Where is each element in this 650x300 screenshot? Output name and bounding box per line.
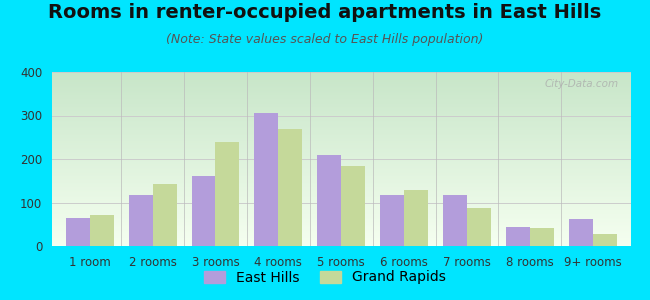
Bar <box>192 176 216 246</box>
Text: Rooms in renter-occupied apartments in East Hills: Rooms in renter-occupied apartments in E… <box>48 3 602 22</box>
Bar <box>530 228 554 246</box>
Bar <box>255 113 278 246</box>
Bar <box>341 166 365 246</box>
Bar <box>506 227 530 246</box>
Legend: East Hills, Grand Rapids: East Hills, Grand Rapids <box>198 265 452 290</box>
Bar <box>90 215 114 246</box>
Bar <box>467 208 491 246</box>
Bar <box>153 184 177 246</box>
Bar <box>278 129 302 246</box>
Bar <box>593 234 617 246</box>
Bar <box>216 142 239 246</box>
Bar <box>404 190 428 246</box>
Bar <box>66 218 90 246</box>
Bar <box>569 219 593 246</box>
Bar <box>317 155 341 246</box>
Bar <box>129 195 153 246</box>
Bar <box>380 195 404 246</box>
Bar <box>443 195 467 246</box>
Text: City-Data.com: City-Data.com <box>545 79 619 89</box>
Text: (Note: State values scaled to East Hills population): (Note: State values scaled to East Hills… <box>166 33 484 46</box>
